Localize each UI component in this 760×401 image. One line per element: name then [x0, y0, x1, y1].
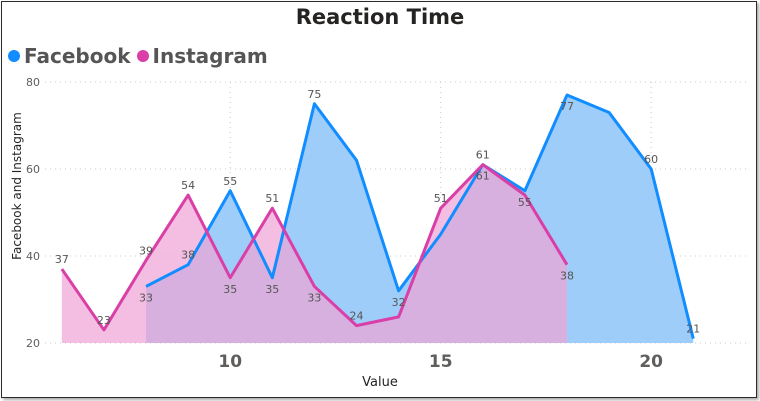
data-label-instagram-13: 24 [350, 310, 364, 323]
data-label-facebook-14: 32 [392, 296, 406, 309]
legend[interactable]: Facebook Instagram [8, 44, 274, 68]
data-label-facebook-8: 33 [139, 291, 153, 304]
y-tick-label-60: 60 [26, 163, 40, 176]
data-label-instagram-8: 39 [139, 244, 153, 257]
data-label-facebook-11: 35 [265, 283, 279, 296]
data-label-instagram-9: 54 [181, 179, 195, 192]
data-label-facebook-10: 55 [223, 175, 237, 188]
x-axis-label: Value [362, 375, 398, 390]
data-label-instagram-7: 23 [97, 314, 111, 327]
data-label-facebook-18: 77 [560, 100, 574, 113]
y-tick-label-20: 20 [26, 337, 40, 350]
data-label-instagram-10: 35 [223, 283, 237, 296]
legend-dot-instagram [136, 50, 149, 62]
data-label-facebook-21: 21 [686, 323, 700, 336]
legend-label-instagram: Instagram [152, 44, 268, 68]
data-label-facebook-17: 55 [518, 196, 532, 209]
data-label-facebook-20: 60 [644, 153, 658, 166]
legend-label-facebook: Facebook [24, 44, 131, 68]
legend-dot-facebook [8, 50, 20, 62]
data-label-facebook-16: 61 [476, 170, 490, 183]
x-tick-label-15: 15 [429, 352, 453, 372]
data-label-instagram-6: 37 [55, 253, 69, 266]
y-tick-label-40: 40 [26, 250, 40, 263]
x-tick-label-10: 10 [218, 352, 242, 372]
data-label-instagram-15: 51 [434, 192, 448, 205]
legend-item-facebook[interactable]: Facebook [8, 44, 131, 68]
data-label-instagram-18: 38 [560, 270, 574, 283]
x-tick-label-20: 20 [639, 352, 663, 372]
chart-title: Reaction Time [295, 5, 465, 29]
data-label-instagram-12: 33 [307, 291, 321, 304]
line-instagram [60, 163, 569, 332]
y-axis-label: Facebook and Instagram [10, 112, 24, 260]
data-label-facebook-12: 75 [307, 88, 321, 101]
data-label-instagram-16: 61 [476, 149, 490, 162]
data-label-instagram-11: 51 [265, 192, 279, 205]
legend-item-instagram[interactable]: Instagram [136, 44, 268, 68]
y-tick-label-80: 80 [26, 76, 40, 89]
data-label-facebook-9: 38 [181, 249, 195, 262]
